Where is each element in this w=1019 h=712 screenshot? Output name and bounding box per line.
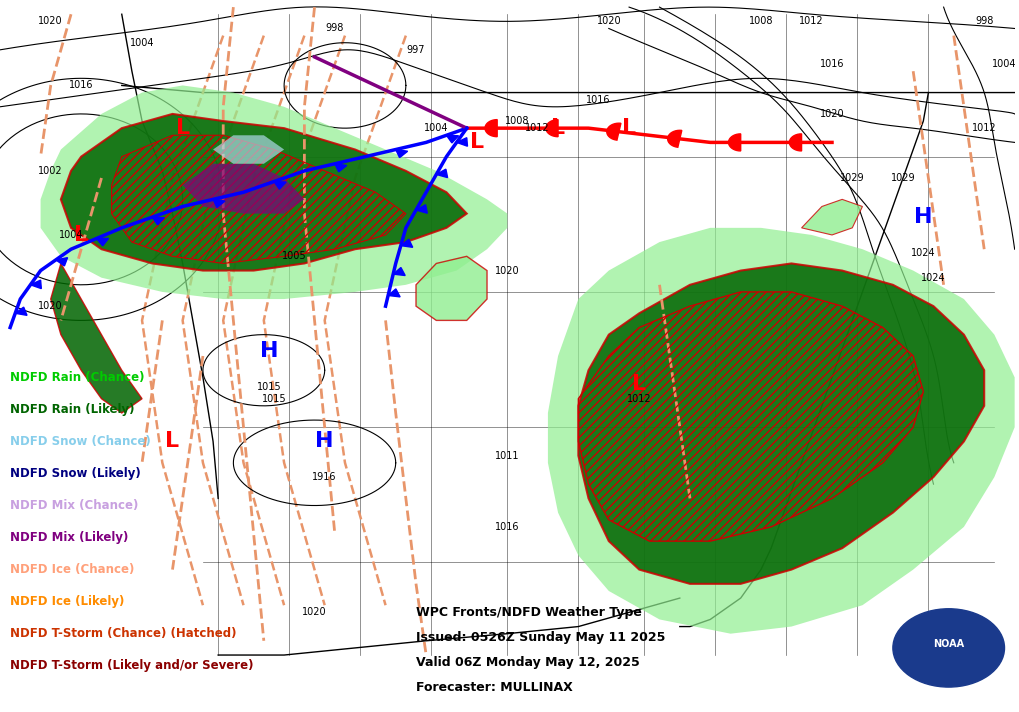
Polygon shape (152, 217, 164, 225)
Text: 1008: 1008 (505, 116, 530, 126)
Polygon shape (15, 307, 28, 315)
Text: NDFD Mix (Likely): NDFD Mix (Likely) (10, 531, 128, 544)
Text: Issued: 0526Z Sunday May 11 2025: Issued: 0526Z Sunday May 11 2025 (416, 631, 665, 644)
Text: 1029: 1029 (891, 173, 915, 183)
Text: 1029: 1029 (840, 173, 864, 183)
Text: H: H (316, 431, 334, 451)
Text: 1016: 1016 (586, 95, 611, 105)
Polygon shape (56, 258, 67, 266)
Text: L: L (622, 118, 636, 138)
Text: 1024: 1024 (921, 273, 946, 283)
Text: 1020: 1020 (303, 607, 327, 617)
Text: 1916: 1916 (313, 472, 337, 482)
Polygon shape (667, 130, 682, 147)
Text: H: H (260, 341, 278, 361)
Text: 1015: 1015 (262, 394, 286, 404)
Text: NDFD T-Storm (Chance) (Hatched): NDFD T-Storm (Chance) (Hatched) (10, 627, 236, 640)
Polygon shape (802, 199, 862, 235)
Polygon shape (548, 228, 1015, 634)
Polygon shape (182, 164, 305, 214)
Text: L: L (632, 375, 646, 394)
Polygon shape (485, 120, 497, 137)
Text: 997: 997 (407, 45, 425, 55)
Polygon shape (51, 263, 142, 413)
Text: 1016: 1016 (69, 80, 94, 90)
Polygon shape (213, 135, 284, 164)
Text: NDFD Snow (Chance): NDFD Snow (Chance) (10, 435, 151, 448)
Text: 1004: 1004 (129, 38, 154, 48)
Text: L: L (470, 132, 484, 152)
Polygon shape (41, 85, 507, 299)
Text: 1008: 1008 (749, 16, 773, 26)
Polygon shape (579, 263, 984, 584)
Text: 1004: 1004 (993, 59, 1017, 69)
Text: 1020: 1020 (819, 109, 845, 119)
Text: 1016: 1016 (819, 59, 845, 69)
Polygon shape (606, 123, 621, 140)
Text: H: H (914, 207, 932, 227)
Polygon shape (457, 137, 468, 146)
Polygon shape (790, 134, 802, 151)
Text: Valid 06Z Monday May 12, 2025: Valid 06Z Monday May 12, 2025 (416, 656, 640, 669)
Text: NDFD T-Storm (Likely and/or Severe): NDFD T-Storm (Likely and/or Severe) (10, 659, 254, 672)
Text: L: L (551, 118, 566, 138)
Text: 1015: 1015 (257, 382, 281, 392)
Text: 1024: 1024 (911, 248, 935, 258)
Polygon shape (335, 164, 346, 172)
Polygon shape (436, 169, 447, 177)
Polygon shape (729, 134, 741, 151)
Text: 1004: 1004 (59, 230, 84, 240)
Polygon shape (388, 289, 400, 297)
Text: 1020: 1020 (596, 16, 622, 26)
Text: NDFD Rain (Chance): NDFD Rain (Chance) (10, 371, 145, 384)
Text: 998: 998 (975, 16, 994, 26)
Text: NDFD Ice (Chance): NDFD Ice (Chance) (10, 563, 135, 576)
Text: NOAA: NOAA (933, 639, 964, 649)
Polygon shape (395, 150, 408, 157)
Text: 1012: 1012 (799, 16, 824, 26)
Text: 1012: 1012 (972, 123, 997, 133)
Text: 1005: 1005 (282, 251, 307, 261)
Text: Forecaster: MULLINAX: Forecaster: MULLINAX (416, 681, 573, 693)
Text: NDFD Rain (Likely): NDFD Rain (Likely) (10, 403, 135, 416)
Text: 1020: 1020 (39, 301, 63, 311)
Polygon shape (400, 239, 413, 247)
Text: 1011: 1011 (495, 451, 520, 461)
Circle shape (893, 609, 1005, 687)
Text: L: L (175, 118, 190, 138)
Polygon shape (97, 239, 109, 246)
Text: 1016: 1016 (495, 522, 520, 532)
Polygon shape (446, 135, 459, 143)
Text: 1002: 1002 (39, 166, 63, 176)
Text: NDFD Snow (Likely): NDFD Snow (Likely) (10, 467, 141, 480)
Text: NDFD Mix (Chance): NDFD Mix (Chance) (10, 499, 139, 512)
Text: 1012: 1012 (627, 394, 651, 404)
Text: L: L (74, 225, 89, 245)
Text: 1020: 1020 (495, 266, 520, 276)
Text: L: L (165, 431, 179, 451)
Polygon shape (213, 199, 225, 207)
Text: 998: 998 (326, 23, 344, 33)
Text: 1012: 1012 (526, 123, 550, 133)
Polygon shape (274, 182, 286, 189)
Text: NDFD Ice (Likely): NDFD Ice (Likely) (10, 595, 124, 608)
Polygon shape (31, 280, 42, 288)
Text: WPC Fronts/NDFD Weather Type: WPC Fronts/NDFD Weather Type (416, 606, 642, 619)
Polygon shape (61, 114, 467, 271)
Text: 1020: 1020 (39, 16, 63, 26)
Polygon shape (393, 268, 406, 276)
Text: 1004: 1004 (424, 123, 448, 133)
Polygon shape (416, 256, 487, 320)
Polygon shape (416, 205, 427, 213)
Polygon shape (546, 120, 558, 137)
